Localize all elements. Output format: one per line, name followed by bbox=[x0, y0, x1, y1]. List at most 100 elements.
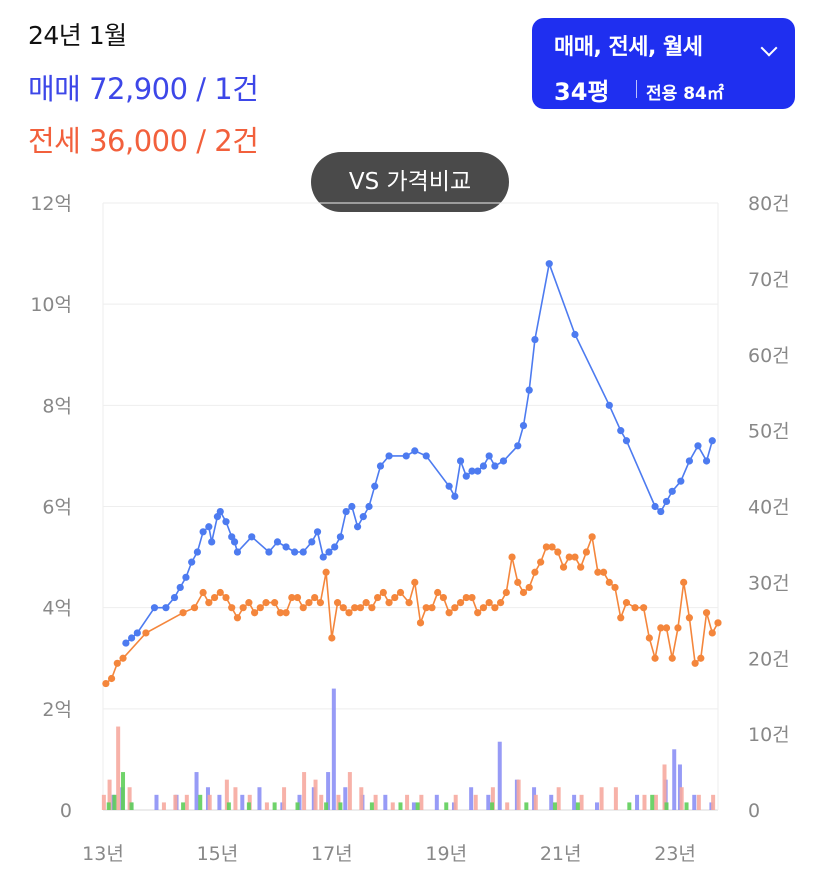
price-rent-point bbox=[451, 604, 459, 612]
vol-sale-bar bbox=[331, 688, 336, 810]
price-sale-point bbox=[422, 452, 430, 460]
price-sale-point bbox=[474, 467, 482, 475]
vol-sale-bar bbox=[692, 794, 697, 810]
vol-sale-bar bbox=[486, 794, 491, 810]
vol-rent-bar bbox=[313, 779, 318, 810]
price-rent-point bbox=[691, 659, 699, 667]
price-rent-point bbox=[582, 548, 591, 556]
price-sale-point bbox=[182, 573, 190, 581]
vol-rent-bar bbox=[453, 794, 458, 810]
vol-monthly-bar bbox=[181, 802, 186, 810]
price-sale-point bbox=[468, 467, 476, 475]
price-rent-point bbox=[468, 593, 476, 602]
price-sale-point bbox=[170, 593, 179, 602]
price-rent-point bbox=[651, 654, 659, 662]
vol-monthly-bar bbox=[575, 802, 580, 810]
trade-type-filter-button[interactable]: 매매, 전세, 월세 34평 전용 84㎡ bbox=[532, 18, 795, 109]
price-sale-point bbox=[491, 462, 499, 470]
price-sale-point bbox=[205, 523, 213, 531]
vs-compare-button[interactable]: VS 가격비교 bbox=[311, 152, 509, 212]
vol-rent-bar bbox=[116, 726, 121, 810]
price-rent-point bbox=[142, 629, 150, 637]
y-right-tick-label: 10건 bbox=[748, 724, 790, 746]
price-sale-point bbox=[188, 558, 196, 566]
vol-sale-bar bbox=[343, 787, 348, 810]
price-rent-point bbox=[210, 593, 219, 602]
price-sale-point bbox=[359, 513, 367, 521]
vol-rent-bar bbox=[390, 802, 395, 810]
price-rent-point bbox=[322, 568, 330, 576]
price-rent-point bbox=[537, 558, 545, 566]
price-rent-point bbox=[611, 583, 619, 592]
price-sale-point bbox=[348, 502, 356, 511]
price-rent-point bbox=[519, 588, 528, 597]
price-rent-point bbox=[434, 588, 442, 597]
price-sale-point bbox=[371, 482, 379, 490]
price-rent-point bbox=[565, 553, 573, 561]
trade-types-label: 매매, 전세, 월세 bbox=[554, 35, 703, 60]
vol-rent-bar bbox=[653, 794, 658, 810]
price-sale-point bbox=[694, 442, 702, 450]
vol-rent-bar bbox=[599, 787, 604, 810]
price-rent-point bbox=[276, 609, 284, 617]
vol-rent-bar bbox=[282, 787, 287, 810]
vol-monthly-bar bbox=[106, 802, 111, 810]
price-sale-point bbox=[451, 492, 459, 500]
price-rent-point bbox=[697, 654, 705, 662]
vol-rent-bar bbox=[347, 772, 352, 810]
vol-rent-bar bbox=[359, 787, 364, 810]
x-tick-label: 23년 bbox=[654, 843, 696, 865]
volume-bars bbox=[101, 688, 716, 810]
vol-rent-bar bbox=[516, 779, 521, 810]
vol-rent-bar bbox=[579, 794, 584, 810]
price-sale-point bbox=[199, 528, 207, 536]
price-rent-point bbox=[190, 604, 199, 612]
y-right-tick-label: 80건 bbox=[748, 193, 790, 215]
price-rent-point bbox=[708, 629, 716, 637]
vol-rent-bar bbox=[662, 764, 667, 810]
price-rent-point bbox=[554, 548, 562, 556]
price-rent-point bbox=[251, 609, 259, 617]
price-rent-point bbox=[685, 614, 693, 622]
x-tick-label: 17년 bbox=[311, 843, 353, 865]
vol-monthly-bar bbox=[198, 794, 203, 810]
price-rent-point bbox=[113, 659, 121, 667]
price-rent-point bbox=[508, 553, 516, 561]
price-sale-point bbox=[402, 452, 410, 460]
price-sale-point bbox=[651, 502, 659, 511]
price-rent-point bbox=[385, 599, 393, 607]
vol-monthly-bar bbox=[129, 802, 134, 810]
vol-rent-bar bbox=[642, 794, 647, 810]
price-rent-point bbox=[391, 593, 399, 602]
sale-price-summary: 매매 72,900 / 1건 bbox=[28, 72, 259, 106]
price-rent-point bbox=[479, 604, 488, 612]
price-rent-point bbox=[216, 588, 224, 597]
vol-sale-bar bbox=[257, 787, 262, 810]
price-rent-point bbox=[245, 599, 253, 607]
price-sale-point bbox=[208, 538, 216, 546]
y-left-tick-label: 6억 bbox=[42, 497, 72, 519]
price-rent-point bbox=[405, 599, 413, 607]
price-rent-point bbox=[428, 604, 436, 612]
vol-rent-bar bbox=[233, 787, 238, 810]
price-rent-point bbox=[668, 654, 676, 662]
price-sale-point bbox=[445, 482, 453, 490]
price-rent-point bbox=[605, 578, 613, 586]
price-rent-point bbox=[631, 604, 639, 612]
price-rent-point bbox=[617, 614, 625, 622]
price-rent-point bbox=[439, 593, 447, 602]
vol-monthly-bar bbox=[369, 802, 374, 810]
price-rent-point bbox=[502, 588, 510, 597]
price-sale-point bbox=[462, 472, 470, 480]
price-sale-point bbox=[622, 437, 631, 445]
price-rent-point bbox=[422, 604, 430, 612]
price-sale-point bbox=[365, 502, 373, 511]
x-tick-label: 13년 bbox=[82, 843, 124, 865]
price-rent-point bbox=[256, 604, 264, 612]
vol-monthly-bar bbox=[415, 802, 420, 810]
price-sale-point bbox=[411, 447, 419, 455]
price-sale-point bbox=[685, 457, 693, 465]
vol-rent-bar bbox=[173, 794, 178, 810]
vol-rent-bar bbox=[556, 787, 561, 810]
